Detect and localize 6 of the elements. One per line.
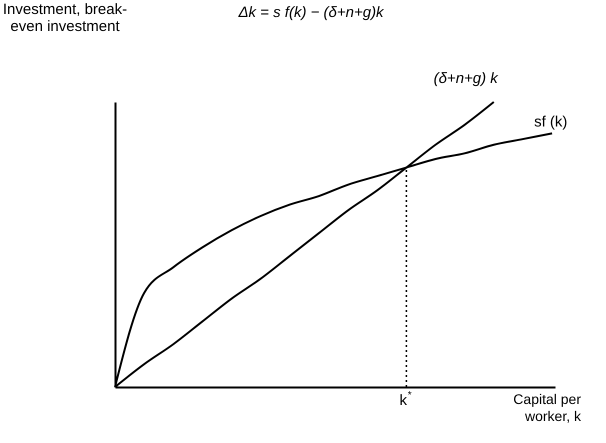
series-label: (δ+n+g) k [434, 70, 500, 87]
x-axis-title: Capital per worker, k [513, 391, 582, 424]
chart-title: Δk = s f(k) − (δ+n+g)k [237, 4, 386, 21]
series-label: sf (k) [534, 113, 568, 130]
y-axis-title: Investment, break-even investment [2, 1, 128, 35]
text: k* [400, 390, 412, 409]
